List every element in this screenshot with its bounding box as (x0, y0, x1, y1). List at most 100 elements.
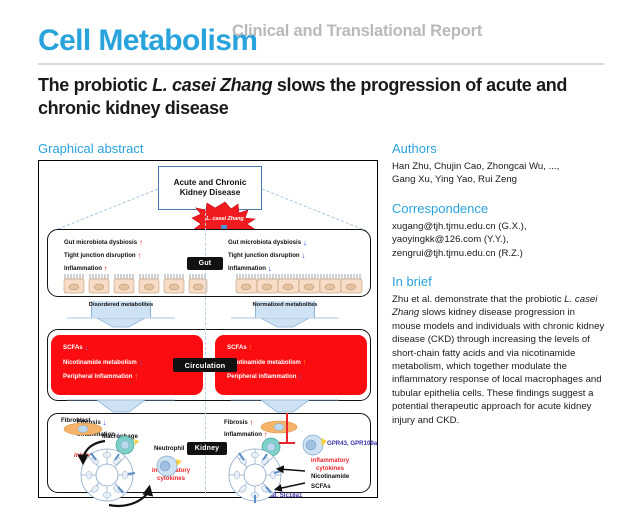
list-item: SCFAs ↑ (227, 341, 307, 356)
list-item: Peripheral inflammation ↓ (227, 370, 307, 385)
kidney-right-outcome-0-label: Fibrosis (77, 419, 101, 426)
arrow-up-icon: ↑ (249, 418, 254, 427)
compartment-label-circulation: Circulation (173, 358, 237, 372)
transporter-icons (238, 452, 282, 503)
receptor-icons (90, 452, 136, 494)
title-text-before: The probiotic (38, 75, 153, 95)
in-brief-block: In brief Zhu et al. demonstrate that the… (392, 274, 606, 427)
gut-right-item-1-label: Tight junction disruption (228, 252, 300, 259)
authors-heading: Authors (392, 141, 437, 156)
kidney-right-receptors-label: GPR43, GPR109a (327, 440, 378, 447)
metabolite-entry-arrows (273, 465, 306, 492)
list-item: SCFAs ↓ (63, 341, 143, 356)
kidney-right-metabolite-1: SCFAs (311, 483, 331, 490)
journal-title: Cell Metabolism (38, 24, 258, 57)
circ-right-item-1-label: Nicotinamide metabolism (227, 358, 301, 366)
left-right-divider (205, 208, 206, 494)
article-metadata-column: Authors Han Zhu, Chujin Cao, Zhongcai Wu… (392, 141, 606, 427)
gut-left-item-2-label: Inflammation (64, 265, 102, 272)
funnel-shape-icon (67, 399, 175, 413)
graphical-abstract-heading: Graphical abstract (38, 141, 144, 156)
gut-right-item-0-label: Gut microbiota dysbiosis (228, 239, 302, 246)
process-arrows (77, 439, 154, 507)
list-item: Tight junction disruption ↑ (64, 249, 143, 262)
circ-right-item-0-label: SCFAs (227, 344, 247, 351)
connector-lines (52, 188, 368, 232)
gut-epithelium-disrupted (63, 274, 208, 294)
in-brief-text: Zhu et al. demonstrate that the probioti… (392, 293, 606, 427)
kidney-left-outcome-0: Fibrosis ↑ (224, 418, 254, 427)
arrow-up-icon: ↑ (134, 371, 139, 381)
list-item: Tight junction disruption ↓ (228, 249, 307, 262)
circ-right-item-2-label: Peripheral inflammation (227, 373, 297, 380)
metabolites-funnel-left: Disordered metabolites (67, 301, 175, 328)
arrow-up-icon: ↑ (248, 342, 253, 352)
kidney-right-outcome-0: Fibrosis ↓ (77, 418, 107, 427)
funnel-shape-icon (67, 317, 175, 328)
arrow-down-icon: ↓ (84, 342, 89, 352)
arrow-up-icon: ↑ (302, 356, 307, 367)
kidney-right-outcome-1-label: Inflammation (77, 431, 115, 438)
list-item: Inflammation ↓ (228, 262, 307, 275)
gut-left-item-1-label: Tight junction disruption (64, 252, 136, 259)
article-type-label: Clinical and Translational Report (232, 22, 483, 40)
blood-band-right (215, 335, 367, 395)
kidney-right-transporters-label: Slc5a8, Slc18a1 (257, 492, 303, 499)
correspondence-block: Correspondence xugang@tjh.tjmu.edu.cn (G… (392, 201, 606, 260)
title-text-after: slows the progression of acute and chron… (38, 75, 568, 118)
arrow-down-icon: ↓ (301, 251, 306, 260)
title-species-italic: L. casei Zhang (152, 75, 273, 95)
list-item: Nicotinamide metabolism ↓ (63, 356, 143, 371)
circulation-to-kidney-funnel-right (231, 395, 339, 415)
correspondence-email-2[interactable]: yaoyingkk@126.com (Y.Y.), (392, 234, 509, 246)
gut-right-item-2-label: Inflammation (228, 265, 266, 272)
arrow-down-icon: ↓ (138, 356, 143, 367)
correspondence-heading: Correspondence (392, 200, 489, 216)
circulation-to-kidney-funnel-left (67, 395, 175, 415)
renal-tubule-icon (80, 448, 134, 502)
correspondence-email-3[interactable]: zengrui@tjh.tjmu.edu.cn (R.Z.) (392, 247, 523, 259)
gut-panel: Gut microbiota dysbiosis ↑ Tight junctio… (47, 229, 371, 297)
metabolites-left-label: Disordered metabolites (88, 302, 154, 308)
gut-right-list: Gut microbiota dysbiosis ↓ Tight junctio… (228, 236, 307, 275)
graphical-abstract-figure: Acute and Chronic Kidney Disease L. case… (38, 160, 378, 507)
arrow-down-icon: ↓ (102, 418, 107, 427)
in-brief-text-before: Zhu et al. demonstrate that the probioti… (392, 294, 565, 306)
list-item: Gut microbiota dysbiosis ↑ (64, 236, 143, 249)
correspondence-email-1[interactable]: xugang@tjh.tjmu.edu.cn (G.X.), (392, 220, 527, 232)
authors-line-1: Han Zhu, Chujin Cao, Zhongcai Wu, ..., (392, 161, 560, 172)
list-item: Nicotinamide metabolism ↑ (227, 356, 307, 371)
kidney-right-diagram (228, 413, 327, 503)
circ-left-item-2-label: Peripheral inflammation (63, 373, 133, 380)
compartment-label-kidney: Kidney (187, 442, 227, 455)
authors-block: Authors Han Zhu, Chujin Cao, Zhongcai Wu… (392, 141, 606, 187)
gut-left-list: Gut microbiota dysbiosis ↑ Tight junctio… (64, 236, 143, 275)
kidney-left-fibroblast-label: Fibroblast (61, 417, 91, 424)
funnel-shape-icon (231, 399, 339, 413)
circ-left-item-0-label: SCFAs (63, 344, 83, 351)
kidney-left-outcome-0-label: Fibrosis (224, 419, 248, 426)
compartment-label-gut: Gut (187, 257, 223, 270)
kidney-left-neutrophil-label: Neutrophil (154, 445, 185, 452)
header-divider (38, 63, 604, 65)
metabolites-right-label: Normalized metabolites (252, 302, 318, 308)
page-title: The probiotic L. casei Zhang slows the p… (38, 74, 604, 120)
funnel-shape-icon (231, 317, 339, 328)
kidney-right-outcome-1: Inflammation ↓ (77, 430, 121, 439)
neutrophil-icon-left (156, 455, 182, 477)
fibroblast-icon (260, 420, 298, 434)
circ-left-item-1-label: Nicotinamide metabolism (63, 358, 137, 366)
macrophage-icon (115, 435, 139, 455)
fibroblast-icon (63, 422, 103, 436)
list-item: Inflammation ↑ (64, 262, 143, 275)
arrow-down-icon: ↓ (302, 238, 307, 247)
arrow-down-icon: ↓ (267, 264, 272, 273)
in-brief-text-after: slows kidney disease progression in mous… (392, 307, 605, 426)
arrow-up-icon: ↑ (137, 251, 142, 260)
arrow-down-icon: ↓ (116, 430, 121, 439)
in-brief-heading: In brief (392, 274, 432, 290)
list-item: Gut microbiota dysbiosis ↓ (228, 236, 307, 249)
gut-left-item-0-label: Gut microbiota dysbiosis (64, 239, 138, 246)
arrow-up-icon: ↑ (138, 238, 143, 247)
